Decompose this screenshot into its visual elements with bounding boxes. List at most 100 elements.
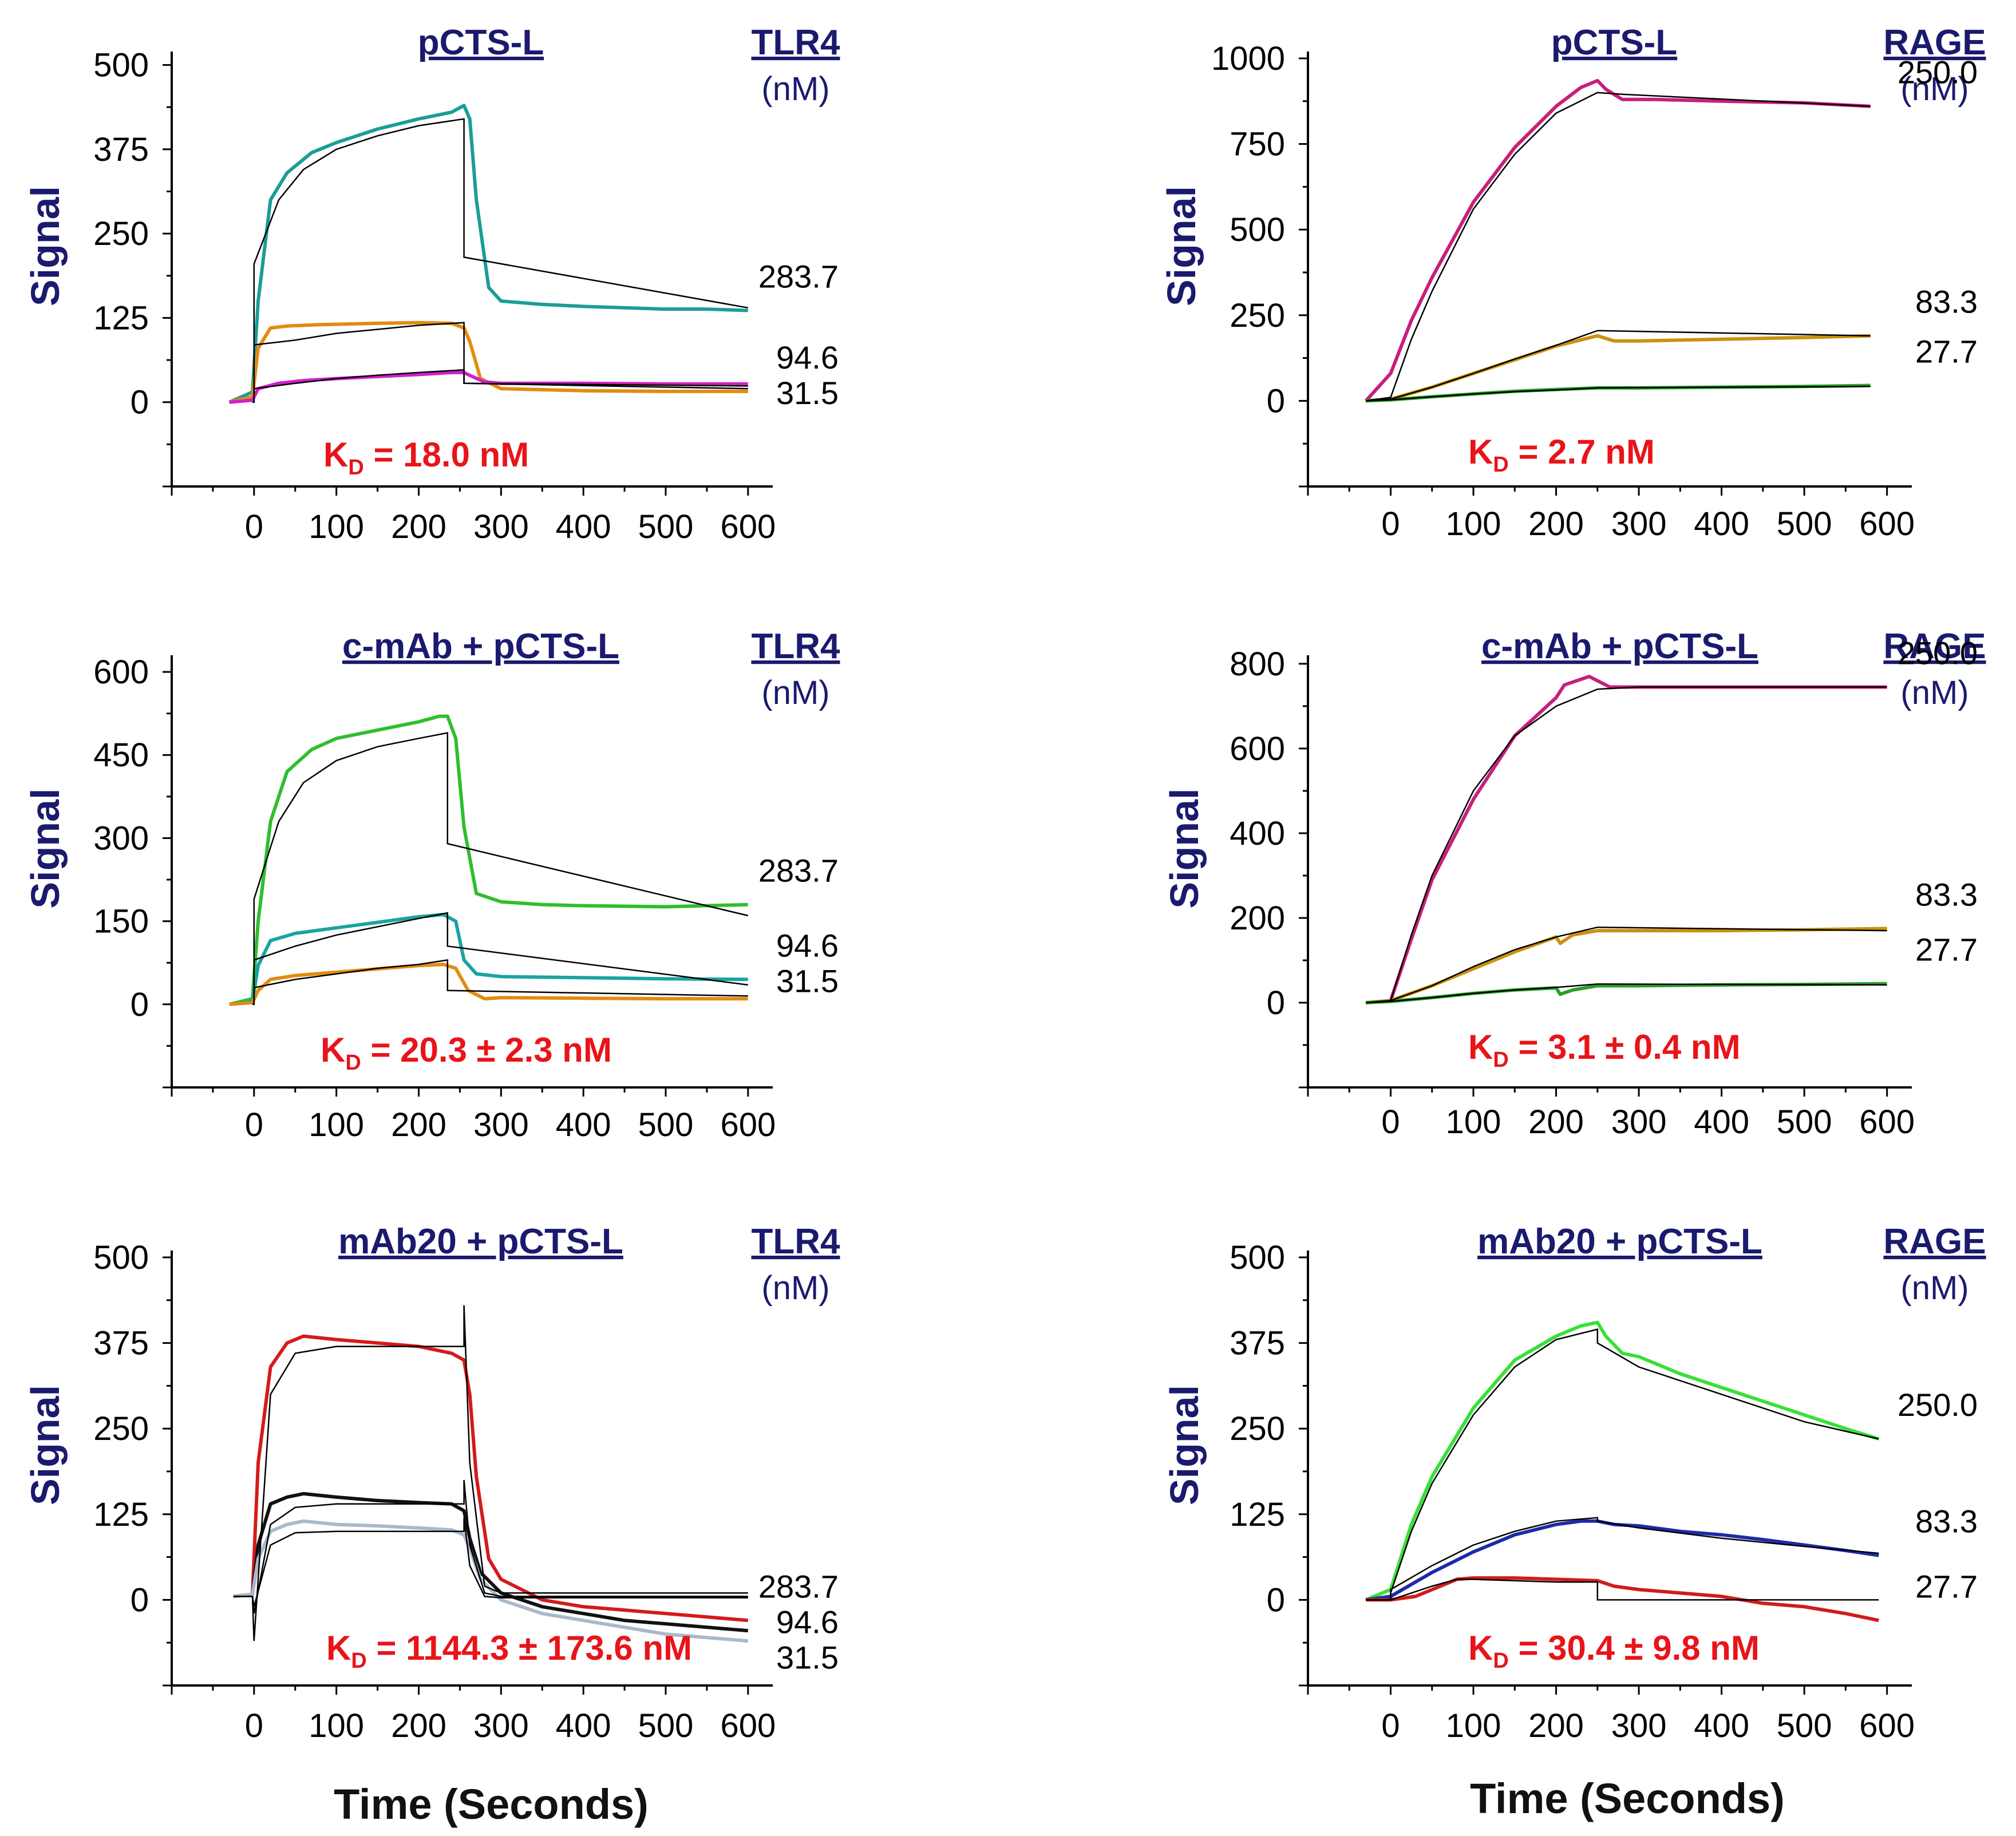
concentration-label: 31.5 [776, 1639, 839, 1675]
y-tick-label: 125 [93, 1496, 149, 1533]
x-tick-label: 200 [1528, 1103, 1584, 1141]
x-tick-label: 300 [473, 1106, 529, 1143]
concentration-label: 27.7 [1915, 333, 1978, 369]
y-tick-label: 0 [1267, 1581, 1285, 1619]
fit-line-3 [1366, 983, 1887, 1004]
kd-annotation: KD = 18.0 nM [323, 436, 529, 480]
y-tick-label: 150 [93, 903, 149, 940]
y-tick-label: 125 [93, 299, 149, 337]
x-tick-label: 300 [1611, 505, 1667, 543]
fit-line-3 [252, 959, 748, 1006]
receptor-label: RAGE [1883, 627, 1986, 666]
concentration-label: 283.7 [758, 1568, 839, 1604]
fit-line-1 [252, 118, 749, 403]
y-tick-label: 250 [1230, 1410, 1285, 1447]
x-tick-label: 100 [1446, 505, 1501, 543]
x-tick-label: 500 [1777, 1707, 1832, 1744]
kd-annotation: KD = 2.7 nM [1468, 433, 1655, 477]
kd-annotation: KD = 20.3 ± 2.3 nM [321, 1031, 612, 1075]
y-tick-label: 0 [1267, 984, 1285, 1022]
y-tick-label: 1000 [1211, 40, 1285, 77]
concentration-label: 283.7 [758, 258, 839, 294]
x-tick-label: 100 [309, 1707, 364, 1744]
series-line-3 [1366, 982, 1887, 1004]
x-tick-label: 200 [391, 1106, 446, 1143]
y-tick-label: 750 [1230, 126, 1285, 163]
x-tick-label: 0 [1381, 1707, 1400, 1744]
y-tick-label: 200 [1230, 900, 1285, 937]
x-tick-label: 600 [720, 1106, 776, 1143]
concentration-label: 94.6 [776, 339, 839, 375]
x-tick-label: 300 [473, 508, 529, 545]
series-line-1 [1364, 78, 1871, 402]
series-line-1 [1365, 1320, 1880, 1602]
fit-line-3 [252, 369, 748, 403]
y-tick-label: 375 [1230, 1325, 1285, 1362]
x-tick-label: 100 [1446, 1103, 1501, 1141]
x-tick-label: 300 [473, 1707, 529, 1744]
chart-panel-3: 0 100 200 300 400 500 600 0 150 300 450 600 Signal c-… [23, 627, 840, 1143]
x-tick-label: 0 [1381, 505, 1400, 543]
fit-line-3 [1366, 386, 1871, 402]
x-tick-label: 500 [1777, 505, 1832, 543]
x-tick-label: 400 [556, 508, 611, 545]
kd-annotation: KD = 3.1 ± 0.4 nM [1468, 1028, 1741, 1072]
fit-line-3 [233, 1517, 748, 1607]
concentration-label: 94.6 [776, 927, 839, 963]
series-line-2 [1365, 927, 1887, 1004]
series-line-1 [233, 1334, 749, 1623]
chart-panel-5: 0 100 200 300 400 500 600 0 125 250 375 500 Signal mA… [23, 1222, 840, 1744]
x-tick-label: 500 [638, 1707, 694, 1744]
x-axis-label-right: Time (Seconds) [1470, 1775, 1785, 1822]
x-tick-label: 200 [391, 1707, 446, 1744]
concentration-label: 250.0 [1898, 1387, 1978, 1423]
x-tick-label: 100 [1446, 1707, 1501, 1744]
chart-title: mAb20 + pCTS-L [338, 1222, 623, 1261]
concentration-label: 250.0 [1898, 635, 1978, 671]
unit-label: (nM) [1900, 70, 1968, 108]
x-tick-label: 0 [245, 508, 263, 545]
receptor-label: RAGE [1883, 1222, 1986, 1261]
y-tick-label: 450 [93, 737, 149, 774]
fit-line-2 [1366, 926, 1887, 1004]
y-tick-label: 0 [1267, 382, 1285, 420]
x-tick-label: 0 [245, 1106, 263, 1143]
x-tick-label: 300 [1611, 1103, 1667, 1141]
y-tick-label: 500 [93, 47, 149, 84]
fit-line-2 [1366, 330, 1871, 402]
series-line-2 [229, 320, 748, 404]
x-tick-label: 0 [1381, 1103, 1400, 1141]
y-tick-label: 250 [93, 1410, 149, 1447]
x-tick-label: 100 [309, 508, 364, 545]
y-tick-label: 800 [1230, 646, 1285, 683]
series-line-3 [229, 370, 748, 404]
y-tick-label: 600 [93, 654, 149, 691]
x-tick-label: 300 [1611, 1707, 1667, 1744]
x-axis-label-left: Time (Seconds) [334, 1780, 649, 1828]
kd-annotation: KD = 1144.3 ± 173.6 nM [326, 1629, 692, 1673]
concentration-label: 94.6 [776, 1604, 839, 1640]
y-axis-label: Signal [23, 1385, 68, 1505]
fit-line-1 [1366, 92, 1871, 402]
panels: 0 100 200 300 400 500 600 0 125 250 375 500 Signal pC… [23, 23, 1986, 1744]
y-tick-label: 125 [1230, 1496, 1285, 1533]
y-tick-label: 0 [131, 986, 149, 1023]
x-tick-label: 200 [1528, 505, 1584, 543]
concentration-label: 83.3 [1915, 1503, 1978, 1540]
concentration-label: 83.3 [1915, 284, 1978, 320]
y-tick-label: 0 [131, 384, 149, 421]
receptor-label: RAGE [1883, 23, 1986, 62]
chart-title: pCTS-L [418, 23, 544, 62]
concentration-label: 31.5 [776, 963, 839, 999]
x-tick-label: 500 [1777, 1103, 1832, 1141]
y-tick-label: 500 [1230, 211, 1285, 248]
y-axis-label: Signal [1159, 186, 1204, 306]
y-tick-label: 375 [93, 1325, 149, 1362]
chart-panel-6: 0 100 200 300 400 500 600 0 125 250 375 500 Signal mA… [1162, 1222, 1986, 1744]
y-axis-label: Signal [23, 186, 68, 306]
x-tick-label: 200 [1528, 1707, 1584, 1744]
fit-line-1 [1366, 1328, 1879, 1601]
series-line-3 [1366, 1576, 1879, 1623]
x-tick-label: 500 [638, 508, 694, 545]
chart-title: c-mAb + pCTS-L [1481, 627, 1758, 666]
